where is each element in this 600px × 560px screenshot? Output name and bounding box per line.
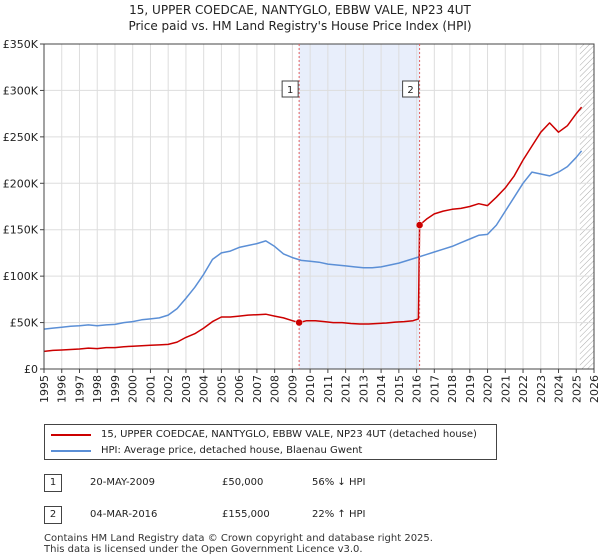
hatched-future-region (579, 44, 594, 369)
x-tick-label: 2017 (428, 375, 441, 403)
x-tick-label: 2020 (482, 375, 495, 403)
legend-swatch-price-paid (51, 434, 91, 436)
x-tick-label: 1998 (91, 375, 104, 403)
x-tick-label: 1999 (109, 375, 122, 403)
y-tick-label: £100K (3, 270, 39, 283)
x-tick-label: 2010 (304, 375, 317, 403)
x-tick-label: 2025 (570, 375, 583, 403)
x-tick-label: 2016 (411, 375, 424, 403)
y-tick-label: £350K (3, 38, 39, 51)
y-tick-label: £50K (10, 317, 39, 330)
x-tick-label: 2004 (198, 375, 211, 403)
x-tick-label: 2003 (180, 375, 193, 403)
x-tick-label: 2023 (535, 375, 548, 403)
chart-legend: 15, UPPER COEDCAE, NANTYGLO, EBBW VALE, … (44, 424, 497, 460)
sale-price-1: £50,000 (222, 477, 264, 488)
x-tick-label: 2024 (553, 375, 566, 403)
sale-date-2: 04-MAR-2016 (90, 509, 158, 520)
x-tick-label: 2000 (127, 375, 140, 403)
sale-price-2: £155,000 (222, 509, 270, 520)
x-tick-label: 2001 (144, 375, 157, 403)
x-tick-label: 2022 (517, 375, 530, 403)
sale-badge-2: 2 (44, 506, 62, 524)
y-tick-label: £150K (3, 224, 39, 237)
x-tick-label: 2009 (286, 375, 299, 403)
legend-label-price-paid: 15, UPPER COEDCAE, NANTYGLO, EBBW VALE, … (101, 429, 477, 440)
x-tick-label: 2002 (162, 375, 175, 403)
x-tick-label: 2006 (233, 375, 246, 403)
x-tick-label: 1996 (56, 375, 69, 403)
x-tick-label: 2013 (357, 375, 370, 403)
plot-frame (43, 43, 595, 370)
sale-marker-box-2 (402, 80, 420, 98)
y-tick-label: £0 (24, 363, 38, 376)
sale-marker-label-2: 2 (407, 85, 413, 96)
shaded-ownership-period (299, 44, 420, 369)
x-tick-label: 2026 (588, 375, 600, 403)
series-line-hpi (43, 150, 583, 330)
x-tick-label: 2019 (464, 375, 477, 403)
y-tick-label: £250K (3, 131, 39, 144)
y-tick-label: £200K (3, 177, 39, 190)
x-tick-label: 2012 (340, 375, 353, 403)
sale-marker-label-1: 1 (287, 85, 293, 96)
x-tick-label: 2018 (446, 375, 459, 403)
x-tick-label: 2011 (322, 375, 335, 403)
legend-swatch-hpi (51, 450, 91, 452)
x-tick-label: 2014 (375, 375, 388, 403)
price-chart: £0 £50K £100K £150K £200K £250K £300K £350K 1995… (3, 38, 600, 403)
chart-title: Price paid vs. HM Land Registry's House … (128, 19, 472, 33)
sale-date-1: 20-MAY-2009 (90, 477, 156, 488)
sale-hpi-1: 56% ↓ HPI (312, 477, 366, 488)
footer-copyright: Contains HM Land Registry data © Crown c… (44, 533, 433, 544)
x-tick-label: 1997 (73, 375, 86, 403)
x-tick-label: 2005 (215, 375, 228, 403)
chart-title-address: 15, UPPER COEDCAE, NANTYGLO, EBBW VALE, … (129, 3, 471, 17)
sale-hpi-2: 22% ↑ HPI (312, 509, 366, 520)
x-tick-label: 2021 (499, 375, 512, 403)
x-tick-label: 2007 (251, 375, 264, 403)
sale-marker-box-1 (281, 80, 299, 98)
x-tick-label: 1995 (38, 375, 51, 403)
y-tick-label: £300K (3, 84, 39, 97)
sale-badge-1: 1 (44, 474, 62, 492)
footer-licence: This data is licensed under the Open Gov… (44, 544, 363, 555)
x-tick-label: 2015 (393, 375, 406, 403)
sale-point-2 (415, 221, 424, 229)
legend-label-hpi: HPI: Average price, detached house, Blae… (101, 445, 363, 456)
x-tick-label: 2008 (269, 375, 282, 403)
series-line-price-paid (43, 106, 583, 353)
sale-point-1 (295, 318, 303, 327)
